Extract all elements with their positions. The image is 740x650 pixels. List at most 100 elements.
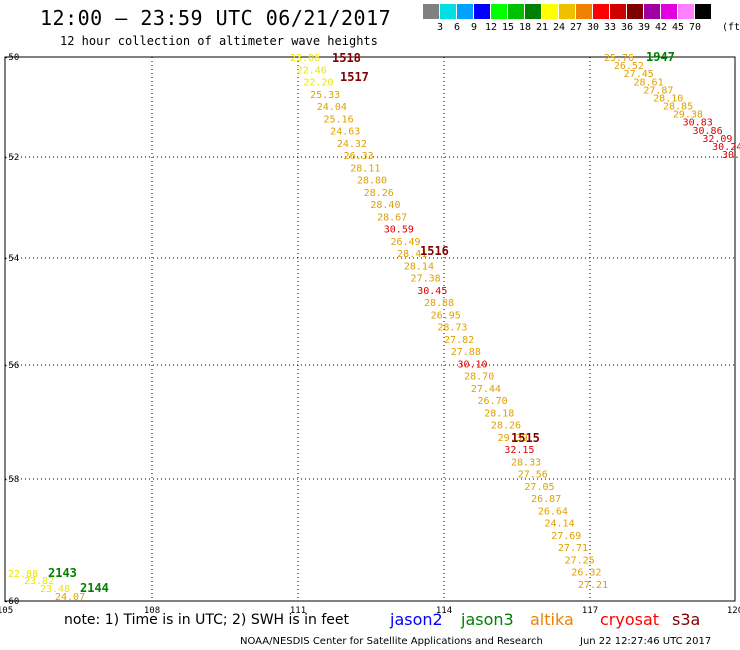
x-axis-label: 111 xyxy=(290,606,306,616)
wave-height-label: 28.70 xyxy=(464,372,494,383)
wave-height-label: 27.87 xyxy=(643,85,673,96)
legend-swatch xyxy=(457,4,474,19)
satellite-name: altika xyxy=(530,610,574,629)
wave-height-label: 28.41 xyxy=(397,249,427,260)
pass-label: 1947 xyxy=(646,50,675,64)
wave-height-label: 28.61 xyxy=(634,77,664,88)
wave-height-label: 24.07 xyxy=(55,592,85,603)
wave-height-label: 26.87 xyxy=(531,494,561,505)
wave-height-label: 27.69 xyxy=(551,531,581,542)
wave-height-label: 24.32 xyxy=(337,139,367,150)
legend-swatch xyxy=(627,4,644,19)
y-axis-label: -54 xyxy=(3,254,19,264)
satellite-name: jason2 xyxy=(390,610,443,629)
wave-height-label: 27.45 xyxy=(624,69,654,80)
wave-height-label: 27.82 xyxy=(444,335,474,346)
legend-label: 3 xyxy=(436,22,444,33)
legend-swatch xyxy=(559,4,576,19)
legend-label: 21 xyxy=(535,22,549,33)
wave-height-label: 28.67 xyxy=(377,212,407,223)
wave-height-label: 26.64 xyxy=(538,506,568,517)
wave-height-label: 22.88 xyxy=(8,569,38,580)
wave-height-label: 30.10 xyxy=(457,359,487,370)
wave-height-label: 24.14 xyxy=(545,519,575,530)
wave-height-label: 30.59 xyxy=(384,225,414,236)
wave-height-label: 23.06 xyxy=(290,53,320,64)
pass-label: 1515 xyxy=(511,431,540,445)
legend-swatch xyxy=(474,4,491,19)
x-axis-label: 114 xyxy=(436,606,452,616)
wave-height-label: 29.39 xyxy=(498,433,528,444)
wave-height-label: 28.80 xyxy=(357,176,387,187)
legend-label: 15 xyxy=(501,22,515,33)
wave-height-label: 26.32 xyxy=(571,568,601,579)
wave-height-label: 23.48 xyxy=(40,584,70,595)
x-axis-label: 105 xyxy=(0,606,13,616)
wave-height-label: 32.15 xyxy=(504,445,534,456)
legend-label: 9 xyxy=(470,22,478,33)
wave-height-label: 26.49 xyxy=(390,237,420,248)
legend-swatch xyxy=(508,4,525,19)
wave-height-label: 27.25 xyxy=(565,555,595,566)
pass-label: 2144 xyxy=(80,581,109,595)
y-axis-label: -52 xyxy=(3,153,19,163)
y-axis-label: -56 xyxy=(3,361,19,371)
legend-label: 30 xyxy=(586,22,600,33)
legend-swatch xyxy=(525,4,542,19)
page-subtitle: 12 hour collection of altimeter wave hei… xyxy=(60,34,378,48)
legend-swatch xyxy=(644,4,661,19)
wave-height-label: 26.95 xyxy=(431,310,461,321)
legend-label: 33 xyxy=(603,22,617,33)
wave-height-label: 28.33 xyxy=(511,457,541,468)
legend-label: 12 xyxy=(484,22,498,33)
legend-swatch xyxy=(678,4,695,19)
wave-height-label: 28.85 xyxy=(663,102,693,113)
satellite-name: cryosat xyxy=(600,610,660,629)
wave-height-label: 30.83 xyxy=(683,118,713,129)
wave-height-label: 25.16 xyxy=(323,114,353,125)
wave-height-label: 28.26 xyxy=(491,421,521,432)
y-axis-label: -58 xyxy=(3,475,19,485)
wave-height-label: 28.10 xyxy=(653,93,683,104)
y-axis-label: -50 xyxy=(3,53,19,63)
color-scale-legend xyxy=(423,4,712,19)
wave-height-label: 30.24 xyxy=(712,142,740,153)
wave-height-label: 25.76 xyxy=(604,53,634,64)
y-axis-label: -60 xyxy=(3,597,19,607)
legend-unit: (ft) xyxy=(722,22,740,33)
legend-label: 24 xyxy=(552,22,566,33)
map-frame xyxy=(4,56,736,602)
x-axis-label: 117 xyxy=(582,606,598,616)
pass-label: 1518 xyxy=(332,51,361,65)
wave-height-label: 28.40 xyxy=(370,200,400,211)
satellite-name: s3a xyxy=(672,610,701,629)
legend-label: 39 xyxy=(637,22,651,33)
wave-height-label: 27.56 xyxy=(518,470,548,481)
x-axis-label: 108 xyxy=(144,606,160,616)
legend-swatch xyxy=(695,4,712,19)
wave-height-label: 27.88 xyxy=(451,347,481,358)
wave-height-label: 30.2 xyxy=(722,150,740,161)
wave-height-label: 26.52 xyxy=(614,61,644,72)
legend-label: 45 xyxy=(671,22,685,33)
credit-text: NOAA/NESDIS Center for Satellite Applica… xyxy=(240,636,543,647)
pass-label: 1516 xyxy=(420,244,449,258)
wave-height-label: 22.46 xyxy=(297,65,327,76)
wave-height-label: 28.11 xyxy=(350,163,380,174)
legend-label: 70 xyxy=(688,22,702,33)
wave-height-label: 25.33 xyxy=(310,90,340,101)
wave-height-label: 27.44 xyxy=(471,384,501,395)
pass-label: 1517 xyxy=(340,70,369,84)
pass-label: 2143 xyxy=(48,566,77,580)
legend-swatch xyxy=(491,4,508,19)
legend-swatch xyxy=(661,4,678,19)
wave-height-label: 28.88 xyxy=(424,298,454,309)
legend-swatch xyxy=(593,4,610,19)
wave-height-label: 28.26 xyxy=(364,188,394,199)
wave-height-label: 22.20 xyxy=(303,78,333,89)
wave-height-label: 26.70 xyxy=(478,396,508,407)
legend-swatch xyxy=(440,4,457,19)
timestamp-text: Jun 22 12:27:46 UTC 2017 xyxy=(580,636,712,647)
wave-height-label: 30.45 xyxy=(417,286,447,297)
